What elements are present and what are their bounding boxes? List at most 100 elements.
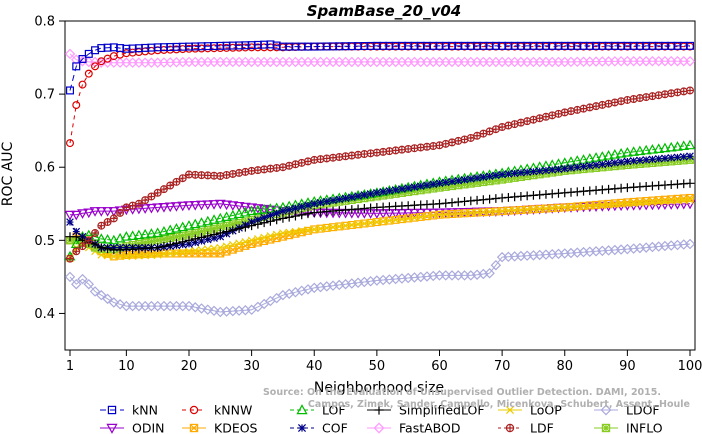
legend-label: ODIN xyxy=(132,421,165,434)
data-point-cross xyxy=(398,189,406,197)
data-point-plus xyxy=(436,141,443,149)
data-point xyxy=(492,207,500,216)
data-point xyxy=(498,207,506,215)
data-point xyxy=(435,210,444,219)
data-point xyxy=(404,214,413,223)
data-point-plus xyxy=(97,222,105,230)
y-tick-label: 0.8 xyxy=(34,15,55,30)
data-point xyxy=(404,184,413,192)
data-point-plus xyxy=(317,155,324,163)
data-point xyxy=(65,86,74,95)
data-point-cross xyxy=(241,217,250,226)
data-point-plus xyxy=(548,111,556,119)
data-point xyxy=(95,233,107,243)
data-point-cross xyxy=(235,218,243,227)
data-point-plus xyxy=(210,172,218,180)
legend-item-LDF: LDF xyxy=(498,421,554,434)
data-point xyxy=(239,202,251,213)
data-point xyxy=(585,202,594,210)
data-point xyxy=(233,201,245,212)
data-point-plus xyxy=(586,104,594,111)
x-tick-label: 30 xyxy=(243,359,260,374)
data-point-cross xyxy=(661,158,669,166)
data-point xyxy=(159,241,169,251)
data-point-plus xyxy=(479,130,487,137)
data-point xyxy=(139,204,151,214)
data-point xyxy=(473,208,481,217)
data-point-plus xyxy=(85,236,93,244)
data-point xyxy=(385,216,394,225)
data-point xyxy=(254,235,262,243)
data-point xyxy=(65,139,74,148)
legend-label: kNNW xyxy=(214,403,252,418)
legend-label: FastABOD xyxy=(399,421,461,434)
data-point xyxy=(673,197,682,205)
legend-item-kNN: kNN xyxy=(100,403,158,418)
data-point xyxy=(604,159,613,168)
data-point xyxy=(277,289,289,301)
data-point xyxy=(492,171,500,180)
data-point xyxy=(459,207,470,218)
data-point xyxy=(592,161,600,169)
data-point xyxy=(441,210,450,219)
data-point-cross xyxy=(601,423,611,433)
data-point xyxy=(322,197,331,206)
data-point xyxy=(686,196,694,204)
data-point xyxy=(665,141,677,152)
data-point xyxy=(102,207,114,217)
data-point-cross xyxy=(147,237,156,246)
legend-label: LDF xyxy=(530,421,554,434)
data-point-plus xyxy=(342,152,349,160)
data-point xyxy=(454,209,463,218)
data-point-plus xyxy=(561,108,569,116)
data-point xyxy=(260,233,268,242)
legend-label: INFLO xyxy=(626,421,663,434)
data-point xyxy=(108,297,120,308)
data-point-plus xyxy=(223,171,230,179)
data-point xyxy=(316,224,325,233)
data-point xyxy=(661,154,669,163)
data-point-plus xyxy=(630,95,638,103)
x-tick-label: 60 xyxy=(431,359,448,374)
data-point-plus xyxy=(592,102,600,110)
data-point-cross xyxy=(141,238,149,247)
data-point-plus xyxy=(292,160,299,168)
data-point xyxy=(196,303,207,314)
data-point xyxy=(77,209,88,219)
data-point xyxy=(178,248,187,256)
data-point xyxy=(222,242,231,251)
x-tick-label: 80 xyxy=(556,359,573,374)
data-point xyxy=(221,211,232,221)
data-point-cross xyxy=(636,160,644,168)
data-point-plus xyxy=(398,146,406,154)
y-tick-label: 0.5 xyxy=(34,234,55,249)
data-point xyxy=(628,146,640,156)
data-point xyxy=(184,235,194,245)
data-point-plus xyxy=(260,166,268,173)
data-point xyxy=(374,405,384,415)
legend-item-LDOF: LDOF xyxy=(594,403,660,418)
data-point xyxy=(78,80,87,89)
data-point xyxy=(120,231,132,241)
data-point xyxy=(685,178,695,188)
data-point xyxy=(554,203,563,212)
data-point xyxy=(297,210,307,220)
data-point-cross xyxy=(485,177,494,186)
data-point-plus xyxy=(267,165,274,173)
data-point xyxy=(102,233,114,244)
data-point xyxy=(598,201,607,210)
data-point-plus xyxy=(241,168,249,176)
chart-title: SpamBase_20_v04 xyxy=(307,2,461,20)
data-point-plus xyxy=(285,162,293,170)
data-point xyxy=(366,218,375,227)
data-point xyxy=(642,198,650,207)
data-point xyxy=(145,203,157,214)
data-point xyxy=(246,205,258,216)
data-point xyxy=(279,229,287,237)
data-point-plus xyxy=(154,189,162,197)
data-point xyxy=(185,247,193,256)
legend-item-ODIN: ODIN xyxy=(100,421,165,434)
legend-label: LOF xyxy=(322,403,346,418)
data-point xyxy=(667,197,676,206)
data-point-cross xyxy=(166,234,175,242)
